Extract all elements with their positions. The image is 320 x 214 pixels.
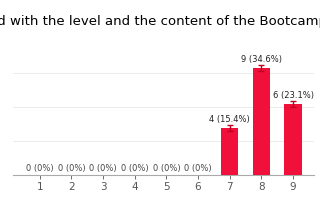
Text: 0 (0%): 0 (0%) [184,164,212,173]
Text: 0 (0%): 0 (0%) [153,164,180,173]
Text: 6 (23.1%): 6 (23.1%) [273,91,314,100]
Text: 0 (0%): 0 (0%) [89,164,117,173]
Text: 4 (15.4%): 4 (15.4%) [209,115,250,124]
Text: 0 (0%): 0 (0%) [58,164,85,173]
Text: ed with the level and the content of the Bootcamp: ed with the level and the content of the… [0,15,320,28]
Text: 0 (0%): 0 (0%) [26,164,53,173]
Text: 0 (0%): 0 (0%) [121,164,148,173]
Bar [284,104,302,175]
Bar [253,68,270,175]
Text: 9 (34.6%): 9 (34.6%) [241,55,282,64]
Bar [221,128,238,175]
